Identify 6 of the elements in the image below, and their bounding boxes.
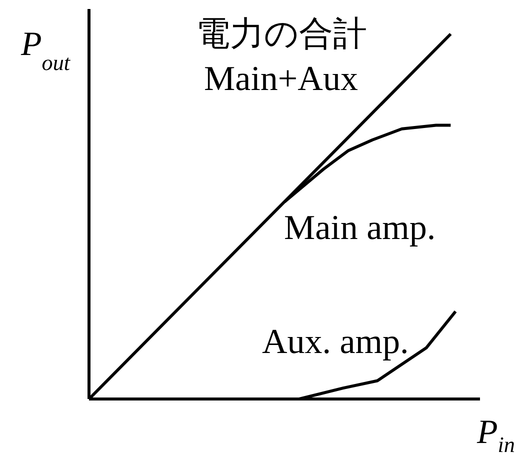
x-axis-title: P$_{in}$ [476, 414, 515, 457]
series-label: Main amp. [284, 208, 436, 247]
y-axis-title: P$_{out}$ [20, 26, 71, 75]
series-label: Main+Aux [204, 59, 358, 98]
series-label: Aux. amp. [262, 322, 409, 361]
chart-title: 電力の合計 [196, 14, 367, 54]
